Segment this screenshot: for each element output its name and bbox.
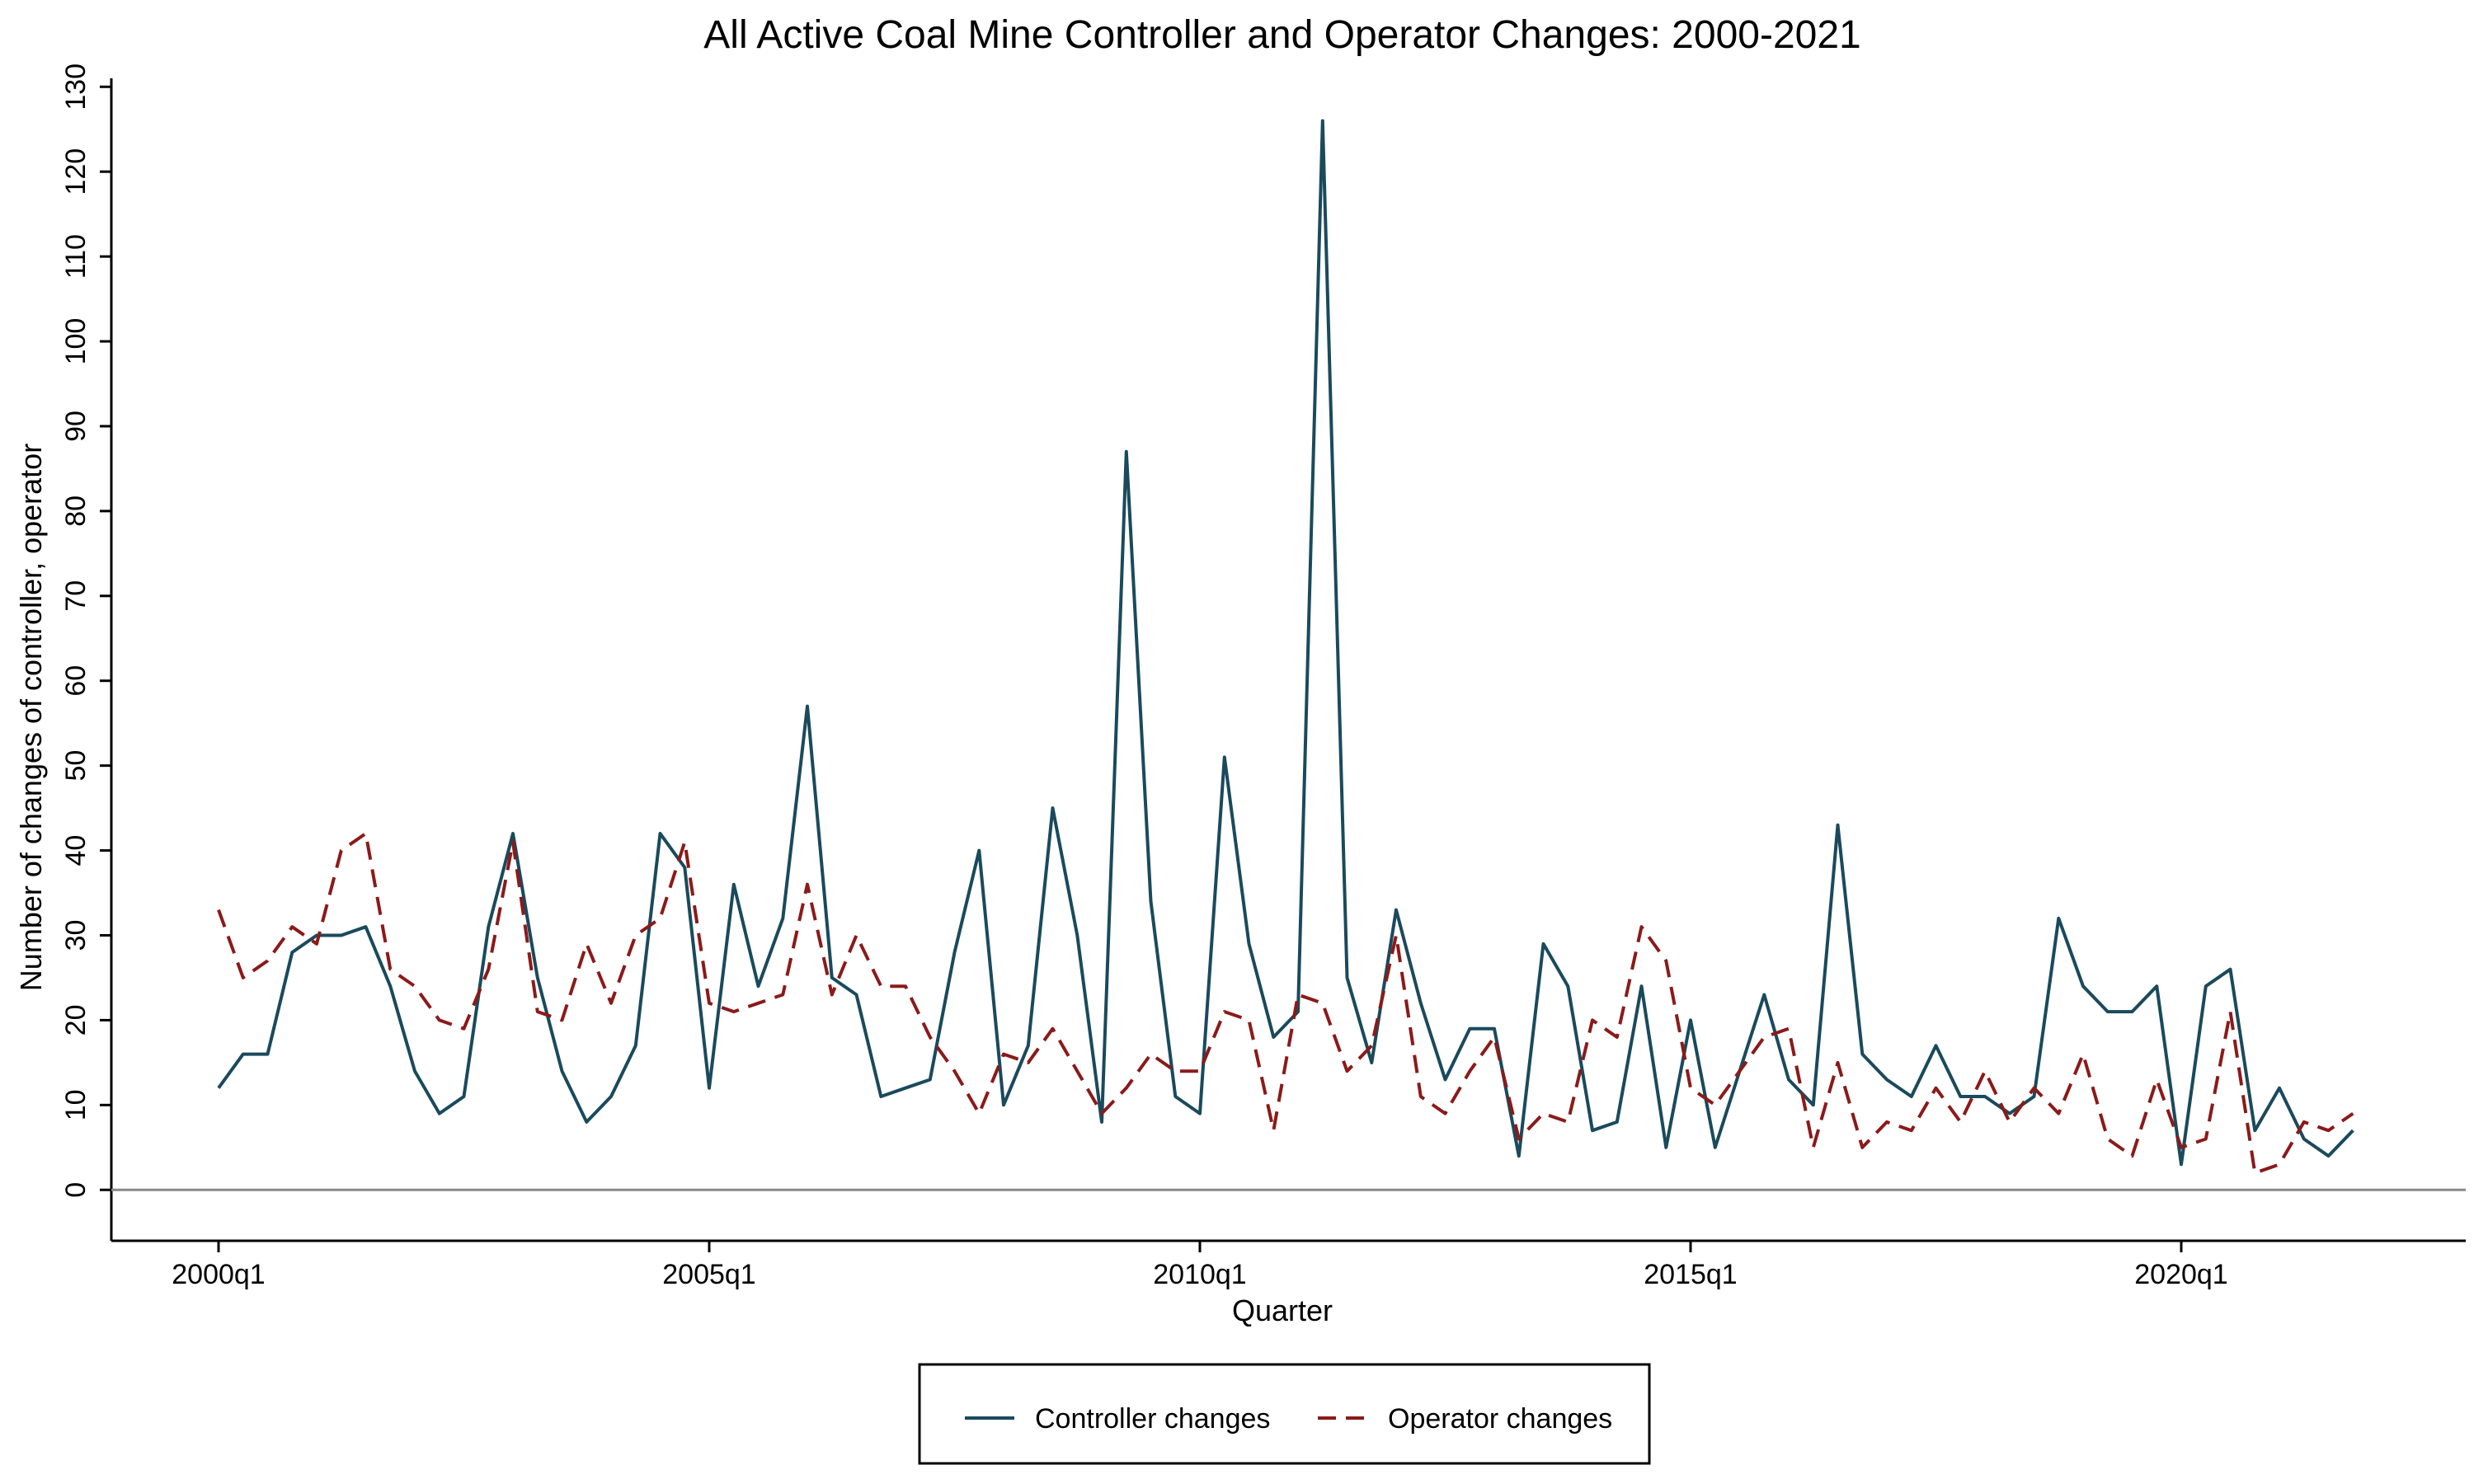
y-tick-label: 80 [60,495,92,527]
y-tick-label: 60 [60,665,92,697]
series-line-controller-changes [217,119,2354,1167]
x-tick-label: 2015q1 [1644,1259,1737,1290]
y-tick-label: 40 [60,835,92,866]
series-line-operator-changes [217,832,2354,1175]
legend: Controller changes Operator changes [918,1363,1651,1465]
y-tick-label: 90 [60,411,92,442]
legend-label-operator: Operator changes [1388,1403,1612,1435]
y-tick-label: 100 [60,318,92,365]
y-tick-label: 20 [60,1004,92,1036]
y-tick-label: 70 [60,580,92,612]
plot-area: 0 10 20 30 40 50 60 70 80 90 100 110 120 130 2000q1 200… [60,63,2466,1290]
chart-title: All Active Coal Mine Controller and Oper… [703,13,1860,57]
legend-label-controller: Controller changes [1035,1403,1270,1435]
x-tick-label: 2005q1 [662,1259,755,1290]
y-tick-label: 30 [60,920,92,951]
x-axis-label: Quarter [1232,1294,1333,1327]
legend-box [918,1363,1651,1465]
x-tick-label: 2000q1 [172,1259,265,1290]
y-tick-label: 50 [60,750,92,782]
x-tick-label: 2020q1 [2134,1259,2227,1290]
y-tick-label: 120 [60,148,92,195]
y-tick-label: 110 [60,234,92,279]
y-tick-label: 0 [60,1182,92,1198]
y-tick-label: 10 [60,1089,92,1120]
x-tick-label: 2010q1 [1153,1259,1246,1290]
y-axis-label: Number of changes of controller, operato… [14,444,48,991]
y-tick-label: 130 [60,63,92,110]
